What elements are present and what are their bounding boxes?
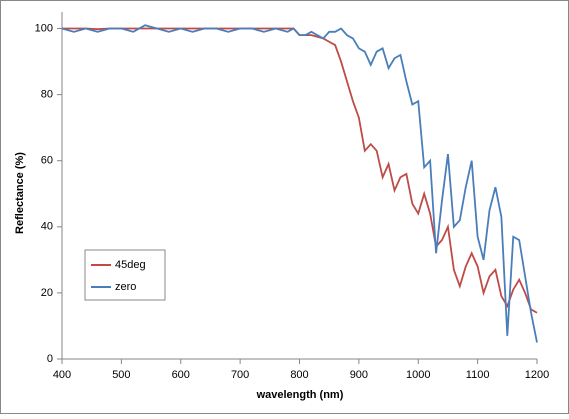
x-tick-label: 500: [112, 369, 130, 381]
legend-box: [84, 249, 166, 301]
x-axis-label: wavelength (nm): [256, 389, 344, 401]
legend-label: 45deg: [115, 259, 146, 271]
x-tick-label: 600: [172, 369, 190, 381]
y-axis-label: Reflectance (%): [14, 152, 26, 234]
y-tick-label: 0: [47, 353, 53, 365]
x-tick-label: 1000: [406, 369, 430, 381]
x-tick-label: 400: [53, 369, 71, 381]
x-tick-label: 900: [350, 369, 368, 381]
x-tick-label: 800: [290, 369, 308, 381]
y-tick-label: 80: [41, 89, 53, 101]
y-tick-label: 60: [41, 155, 53, 167]
line-series: [61, 24, 538, 343]
x-tick-label: 1200: [525, 369, 549, 381]
legend-label: zero: [115, 281, 136, 293]
x-tick-label: 700: [231, 369, 249, 381]
y-tick-label: 40: [41, 221, 53, 233]
y-tick-label: 20: [41, 287, 53, 299]
x-tick-label: 1100: [466, 369, 490, 381]
y-tick-label: 100: [35, 22, 53, 34]
